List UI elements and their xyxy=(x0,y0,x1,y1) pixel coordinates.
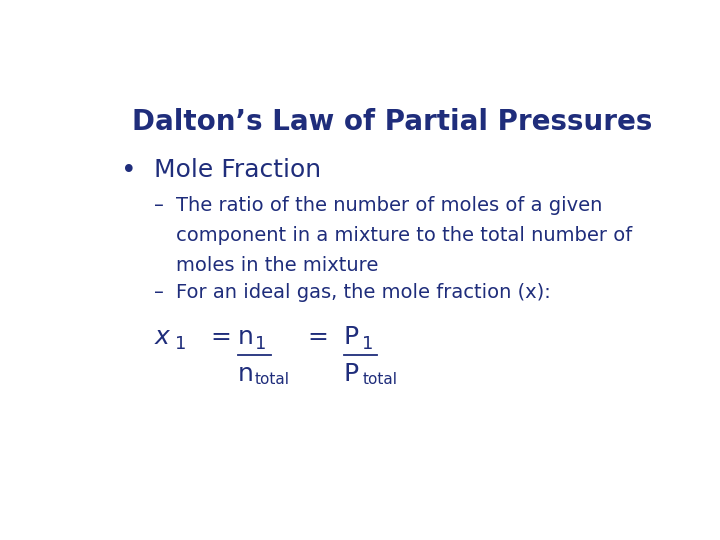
Text: =: = xyxy=(210,325,231,349)
Text: total: total xyxy=(362,373,397,388)
Text: moles in the mixture: moles in the mixture xyxy=(176,256,379,275)
Text: •: • xyxy=(121,158,136,184)
Text: component in a mixture to the total number of: component in a mixture to the total numb… xyxy=(176,226,633,245)
Text: P: P xyxy=(344,362,359,386)
Text: 1: 1 xyxy=(176,335,186,353)
Text: –: – xyxy=(154,196,164,215)
Text: Mole Fraction: Mole Fraction xyxy=(154,158,321,183)
Text: 1: 1 xyxy=(362,335,374,353)
Text: The ratio of the number of moles of a given: The ratio of the number of moles of a gi… xyxy=(176,196,603,215)
Text: =: = xyxy=(307,325,328,349)
Text: Dalton’s Law of Partial Pressures: Dalton’s Law of Partial Pressures xyxy=(132,109,652,137)
Text: For an ideal gas, the mole fraction (x):: For an ideal gas, the mole fraction (x): xyxy=(176,283,552,302)
Text: x: x xyxy=(154,325,169,349)
Text: n: n xyxy=(238,325,253,349)
Text: 1: 1 xyxy=(255,335,266,353)
Text: total: total xyxy=(255,373,289,388)
Text: n: n xyxy=(238,362,253,386)
Text: –: – xyxy=(154,283,164,302)
Text: P: P xyxy=(344,325,359,349)
